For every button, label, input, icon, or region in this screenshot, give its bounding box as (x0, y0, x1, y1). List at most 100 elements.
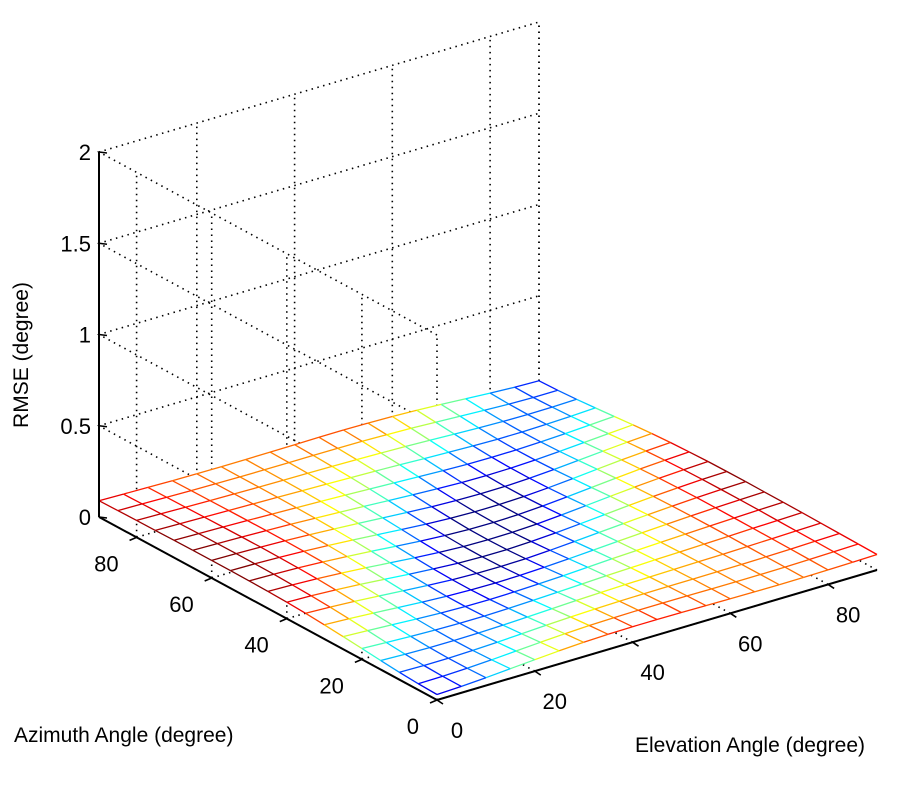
surface-mesh-line (391, 618, 417, 626)
surface-mesh-line (233, 493, 254, 505)
surface-mesh-line (498, 503, 519, 516)
surface-mesh-line (438, 545, 464, 554)
surface-mesh-line (634, 477, 660, 488)
surface-mesh-line (329, 600, 355, 608)
surface-mesh-line (638, 602, 663, 611)
surface-mesh-line (551, 398, 577, 408)
surface-mesh-line (803, 569, 829, 579)
surface-mesh-line (98, 493, 124, 502)
z-tick-label: 1.5 (60, 231, 91, 256)
surface-mesh-line (553, 468, 573, 480)
surface-mesh-line (497, 438, 517, 451)
surface-mesh-line (686, 595, 707, 607)
surface-mesh-line (320, 494, 346, 503)
surface-mesh-line (466, 659, 492, 669)
surface-mesh-line (617, 532, 643, 543)
surface-mesh-line (448, 649, 473, 659)
surface-mesh-line (446, 595, 466, 608)
x-tick (534, 670, 542, 676)
surface-mesh-line (279, 550, 304, 559)
surface-mesh-line (192, 549, 213, 561)
surface-mesh-line (326, 476, 352, 485)
surface-mesh-line (441, 398, 466, 406)
surface-mesh-line (512, 531, 532, 543)
surface-mesh-line (350, 470, 376, 479)
surface-mesh-line (504, 485, 525, 498)
surface-mesh-line (715, 499, 741, 509)
surface-face (296, 501, 340, 519)
surface-mesh-line (222, 526, 243, 538)
surface-mesh-line (557, 591, 577, 602)
surface-mesh-line (313, 447, 338, 457)
surface-mesh-line (235, 553, 256, 565)
surface-mesh-line (448, 445, 474, 453)
surface-mesh-line (147, 486, 168, 498)
surface-face (367, 416, 412, 435)
surface-mesh-line (260, 546, 280, 558)
surface-mesh-line (628, 504, 649, 516)
surface-mesh-line (681, 604, 707, 614)
surface-mesh-line (307, 465, 333, 474)
surface-mesh-line (673, 561, 699, 571)
surface-mesh-line (483, 615, 504, 626)
surface-mesh-line (857, 543, 878, 556)
surface-mesh-line (354, 595, 380, 603)
surface-mesh-line (534, 450, 560, 461)
surface-mesh-line (271, 513, 292, 525)
surface-face (443, 464, 487, 483)
surface-mesh-line (745, 481, 765, 493)
surface-mesh-line (527, 413, 547, 425)
surface-mesh-line (450, 511, 476, 519)
surface-mesh-line (328, 539, 353, 547)
surface-mesh-line (417, 683, 438, 696)
surface-mesh-line (602, 441, 628, 452)
z-tick (98, 424, 108, 428)
surface-mesh-line (399, 464, 419, 478)
surface-mesh-line (423, 664, 444, 677)
surface-mesh-line (484, 409, 504, 422)
surface-face (335, 584, 379, 602)
surface-mesh-line (406, 511, 427, 525)
surface-mesh-line (784, 558, 810, 568)
surface-mesh-line (414, 551, 440, 559)
surface-mesh-line (468, 528, 489, 541)
surface-mesh-line (391, 624, 412, 637)
surface-mesh-line (592, 540, 618, 551)
surface-mesh-line (566, 496, 587, 507)
surface-mesh-line (495, 574, 521, 584)
x-tick (729, 612, 737, 618)
surface-mesh-line (252, 503, 273, 515)
surface-mesh-line (493, 521, 513, 533)
surface-mesh-line (419, 540, 440, 553)
surface-mesh-line (779, 576, 804, 586)
z-tick-label: 0 (79, 505, 91, 530)
surface-face (279, 551, 323, 568)
surface-mesh-line (852, 553, 878, 563)
surface-mesh-line (166, 496, 186, 508)
surface-mesh-line (559, 450, 579, 461)
surface-mesh-line (510, 659, 536, 670)
surface-mesh-line (532, 591, 558, 602)
surface-mesh-line (382, 511, 408, 519)
surface-mesh-line (211, 559, 231, 572)
surface-mesh-line (273, 573, 293, 586)
surface-mesh-line (538, 575, 564, 585)
surface-mesh-line (447, 657, 468, 669)
surface-mesh-line (273, 567, 299, 575)
surface-mesh-line (346, 555, 367, 569)
surface-mesh-line (508, 599, 534, 610)
surface-mesh-line (489, 591, 515, 601)
surface-face (399, 458, 443, 477)
y-tick-label: 0 (407, 714, 419, 739)
surface-mesh-line (363, 499, 389, 508)
surface-mesh-line (703, 535, 729, 545)
surface-mesh-line (435, 421, 455, 435)
surface-face (377, 529, 421, 547)
surface-mesh-line (583, 432, 609, 444)
surface-mesh-line (478, 624, 504, 634)
surface-mesh-line (521, 633, 541, 643)
surface-mesh-line (309, 534, 329, 547)
surface-mesh-line (562, 566, 588, 577)
surface-mesh-line (307, 472, 327, 485)
